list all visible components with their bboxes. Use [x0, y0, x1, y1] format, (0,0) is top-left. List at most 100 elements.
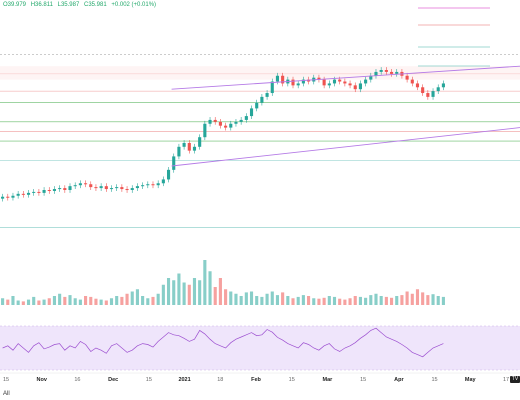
volume-bar: [166, 278, 171, 305]
candle-body: [115, 187, 119, 189]
volume-bar: [182, 282, 186, 305]
candle-body: [208, 119, 212, 124]
volume-bar: [338, 298, 342, 305]
volume-bar: [317, 298, 321, 305]
volume-bar: [405, 291, 409, 305]
candle-body: [135, 186, 139, 189]
volume-bar: [78, 299, 82, 305]
volume-bar: [146, 298, 150, 305]
candle-body: [166, 169, 171, 180]
candle-body: [156, 183, 160, 186]
volume-bar: [332, 296, 337, 305]
ohlc-readout: O39.979 H36.811 L35.987 C35.981 +0.002 (…: [3, 2, 159, 8]
channel-line: [171, 127, 520, 167]
candle-body: [239, 119, 243, 122]
volume-bar: [37, 300, 41, 305]
volume-bar: [21, 301, 25, 305]
candle-body: [146, 184, 150, 186]
x-tick-label: 16: [74, 377, 80, 383]
candle-body: [16, 193, 20, 196]
candle-body: [364, 79, 368, 84]
candle-body: [395, 71, 399, 74]
volume-bars: [1, 260, 445, 305]
candle-body: [281, 75, 285, 84]
x-tick-label: 2021: [178, 377, 190, 383]
volume-bar: [120, 296, 124, 305]
volume-bar: [421, 292, 425, 305]
volume-bar: [275, 295, 280, 305]
candle-body: [291, 79, 295, 86]
volume-bar: [441, 296, 445, 305]
candle-body: [218, 121, 222, 126]
volume-bar: [255, 296, 259, 305]
volume-bar: [42, 299, 46, 305]
candle-body: [109, 188, 114, 190]
volume-bar: [125, 293, 129, 305]
x-tick-label: Mar: [323, 377, 334, 383]
volume-bar: [208, 271, 212, 305]
candle-body: [389, 71, 394, 74]
volume-bar: [68, 295, 72, 305]
candle-body: [203, 123, 207, 138]
volume-bar: [73, 298, 77, 305]
volume-bar: [52, 296, 57, 305]
candle-body: [358, 83, 362, 90]
candle-body: [426, 93, 430, 97]
candle-body: [1, 196, 5, 199]
candle-body: [94, 187, 98, 189]
candle-body: [84, 183, 88, 185]
volume-bar: [99, 299, 103, 305]
volume-bar: [187, 284, 191, 305]
candle-body: [332, 79, 337, 84]
candle-body: [275, 75, 280, 82]
candle-body: [224, 125, 228, 128]
candle-body: [21, 193, 25, 195]
candle-body: [42, 190, 46, 193]
volume-bar: [218, 278, 222, 305]
volume-bar: [63, 296, 67, 305]
volume-bar: [104, 300, 108, 305]
candle-body: [441, 83, 445, 88]
candle-body: [198, 137, 202, 147]
volume-bar: [436, 296, 440, 305]
x-tick-label: Dec: [108, 377, 118, 383]
candle-body: [301, 79, 305, 84]
volume-bar: [16, 300, 20, 305]
candle-body: [436, 87, 440, 92]
volume-bar: [353, 296, 357, 305]
volume-bar: [172, 280, 176, 305]
candle-body: [338, 79, 342, 82]
candle-body: [99, 186, 103, 189]
candle-body: [213, 119, 217, 122]
volume-bar: [358, 296, 362, 305]
channel-line: [171, 65, 520, 90]
x-tick-label: 15: [432, 377, 438, 383]
candle-body: [379, 70, 383, 72]
volume-bar: [94, 298, 98, 305]
volume-bar: [260, 296, 264, 305]
candle-body: [172, 156, 176, 170]
change-value: +0.002 (+0.01%): [111, 2, 157, 8]
volume-bar: [224, 289, 228, 305]
candle-body: [369, 75, 373, 80]
volume-bar: [109, 298, 114, 305]
volume-bar: [431, 294, 435, 305]
rsi-line: [2, 327, 444, 358]
x-tick-label: 17: [503, 377, 509, 383]
price-channel[interactable]: [171, 65, 520, 167]
volume-bar: [296, 296, 300, 305]
candle-body: [47, 190, 51, 191]
rsi-band: [0, 326, 520, 370]
candle-body: [120, 187, 124, 190]
candle-body: [374, 71, 378, 76]
candle-body: [89, 184, 93, 188]
x-tick-label: 18: [217, 377, 223, 383]
x-tick-label: 15: [146, 377, 152, 383]
volume-bar: [400, 295, 404, 305]
range-all-button[interactable]: All: [3, 391, 10, 397]
candle-body: [384, 70, 388, 72]
candle-body: [343, 81, 347, 84]
candle-body: [192, 146, 197, 151]
candle-body: [161, 179, 165, 184]
